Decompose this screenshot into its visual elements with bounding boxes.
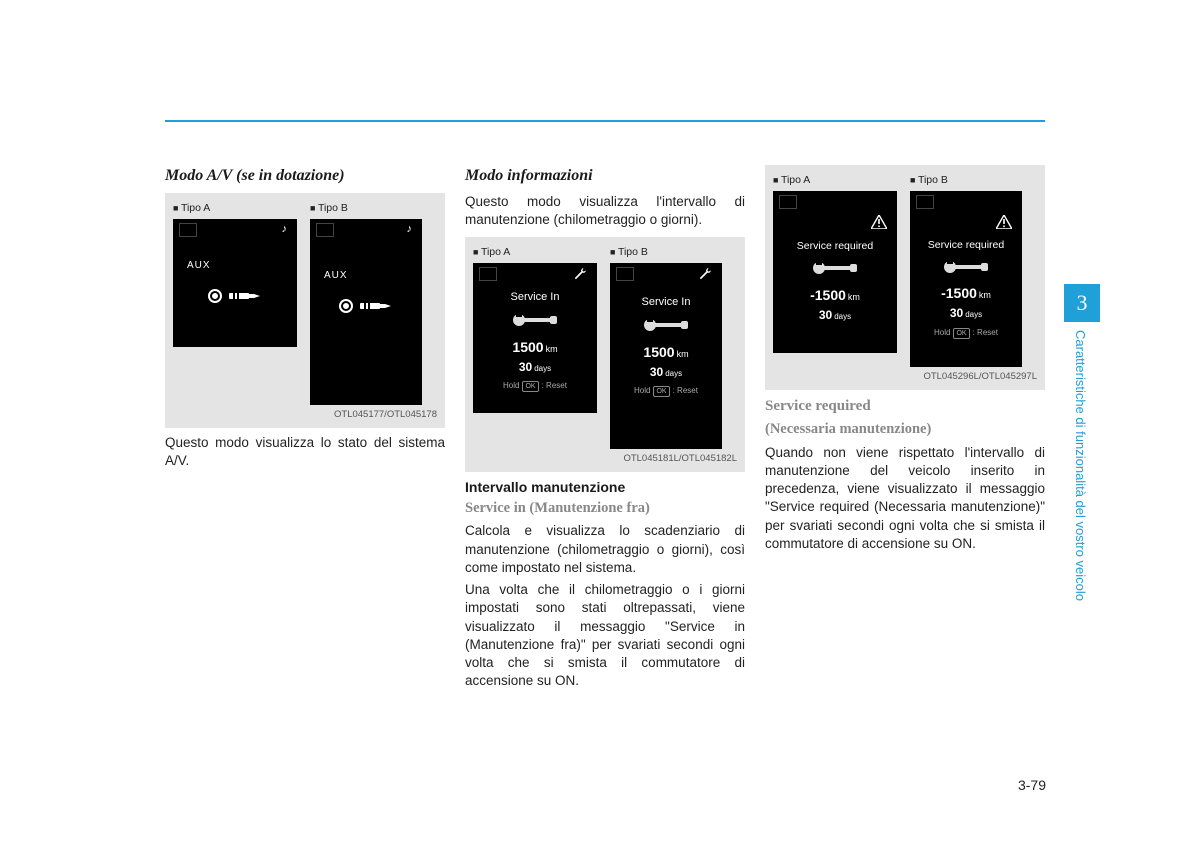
music-icon: ♪ [407,222,413,237]
av-screen-a: ♪ AUX [173,219,297,347]
col2-body2: Una volta che il chilometraggio o i gior… [465,581,745,690]
service-km: 1500 [643,344,674,360]
col2-body1: Calcola e visualizza lo scadenziario di … [465,522,745,577]
days-unit: days [534,364,551,373]
wrench-icon [573,267,587,281]
tipo-b-label: Tipo B [610,245,737,259]
service-req-screen-a: Service required -1500km 30days [773,191,897,353]
col2-sub2: Service in (Manutenzione fra) [465,499,745,519]
col1-figure: Tipo A ♪ AUX [165,193,445,428]
column-2: Modo informazioni Questo modo visualizza… [465,165,745,690]
reset-hint: HoldOK: Reset [934,328,998,339]
chapter-number: 3 [1077,290,1088,316]
col2-title: Modo informazioni [465,165,745,187]
wrench-icon [812,261,858,280]
service-km: -1500 [810,287,846,303]
km-unit: km [848,292,860,302]
col1-caption: OTL045177/OTL045178 [173,409,437,422]
service-km: 1500 [512,339,543,355]
chapter-label: Caratteristiche di funzionalità del vost… [1064,330,1100,710]
col1-body: Questo modo visualizza lo stato del sist… [165,434,445,470]
service-screen-a: Service In 1500km 30days HoldOK: Reset [473,263,597,413]
tipo-a-label: Tipo A [173,201,300,215]
page-number: 3-79 [1018,777,1046,793]
aux-label: AUX [187,259,211,273]
chapter-tab: 3 [1064,284,1100,322]
service-req-screen-b: Service required -1500km 30days HoldOK: … [910,191,1022,367]
av-screen-b: ♪ AUX [310,219,422,405]
days-unit: days [834,312,851,321]
warning-icon [871,215,887,234]
aux-jack-icon [336,292,396,325]
days-unit: days [665,369,682,378]
col3-figure: Tipo A Service required [765,165,1045,390]
km-unit: km [979,290,991,300]
col3-body: Quando non viene rispettato l'intervallo… [765,444,1045,553]
tipo-b-label: Tipo B [310,201,437,215]
col1-title: Modo A/V (se in dotazione) [165,165,445,187]
col2-intro: Questo modo visualizza l'intervallo di m… [465,193,745,229]
service-days: 30 [950,306,963,320]
header-rule [165,120,1045,122]
wrench-icon [698,267,712,281]
tipo-a-label: Tipo A [773,173,900,187]
col3-caption: OTL045296L/OTL045297L [773,371,1037,384]
service-in-label: Service In [642,295,691,310]
service-days: 30 [819,308,832,322]
km-unit: km [546,344,558,354]
service-in-label: Service In [511,290,560,305]
reset-hint: HoldOK: Reset [634,386,698,397]
service-screen-b: Service In 1500km 30days HoldOK: Reset [610,263,722,449]
column-3: Tipo A Service required [765,165,1045,690]
col3-sub1: Service required [765,396,1045,416]
aux-jack-icon [205,282,265,315]
tipo-b-label: Tipo B [910,173,1037,187]
aux-label: AUX [324,269,348,283]
service-required-label: Service required [797,239,873,253]
km-unit: km [677,349,689,359]
wrench-icon [943,260,989,279]
col2-sub1: Intervallo manutenzione [465,478,745,497]
service-km: -1500 [941,285,977,301]
col2-figure: Tipo A Service In [465,237,745,472]
warning-icon [996,215,1012,234]
service-required-label: Service required [928,238,1004,252]
music-icon: ♪ [282,222,288,237]
days-unit: days [965,310,982,319]
col3-sub2: (Necessaria manutenzione) [765,420,1045,440]
tipo-a-label: Tipo A [473,245,600,259]
column-1: Modo A/V (se in dotazione) Tipo A ♪ AUX [165,165,445,690]
service-days: 30 [519,360,532,374]
wrench-icon [643,318,689,337]
reset-hint: HoldOK: Reset [503,381,567,392]
wrench-icon [512,313,558,332]
service-days: 30 [650,365,663,379]
col2-caption: OTL045181L/OTL045182L [473,453,737,466]
main-content: Modo A/V (se in dotazione) Tipo A ♪ AUX [165,165,1045,690]
